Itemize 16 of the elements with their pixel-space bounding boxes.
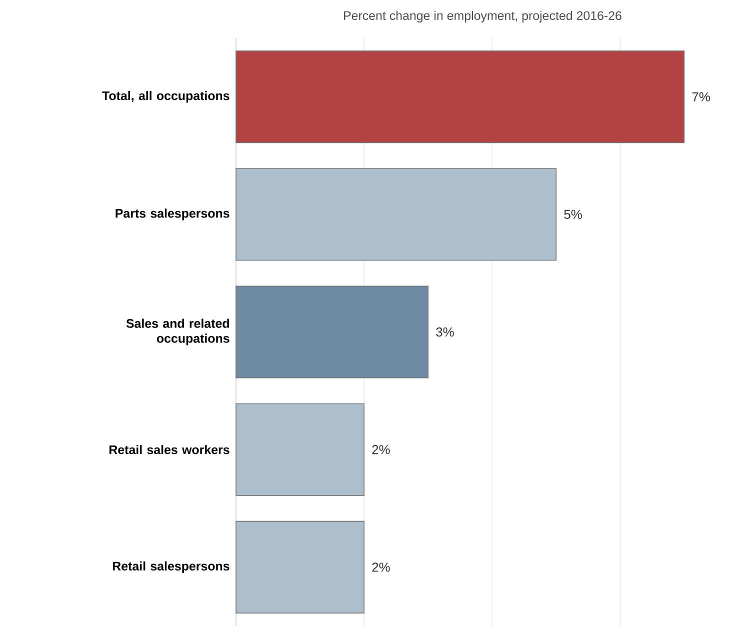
bar — [236, 286, 428, 378]
y-tick-label: Sales and related occupations — [126, 318, 230, 346]
data-label: 7% — [692, 92, 710, 102]
data-label: 5% — [564, 210, 582, 220]
data-label: 3% — [436, 327, 454, 337]
y-tick-label: Retail salespersons — [112, 561, 230, 574]
y-tick-label: Total, all occupations — [102, 91, 230, 103]
bar — [236, 168, 557, 261]
data-label: 2% — [372, 562, 390, 572]
bar — [236, 50, 685, 144]
chart-title: Percent change in employment, projected 2016-26 — [344, 10, 622, 23]
bar — [236, 403, 364, 496]
y-tick-label: Parts salespersons — [116, 208, 230, 220]
bar — [236, 521, 364, 614]
y-tick-label: Retail sales workers — [109, 445, 230, 454]
data-label: 2% — [372, 445, 390, 454]
